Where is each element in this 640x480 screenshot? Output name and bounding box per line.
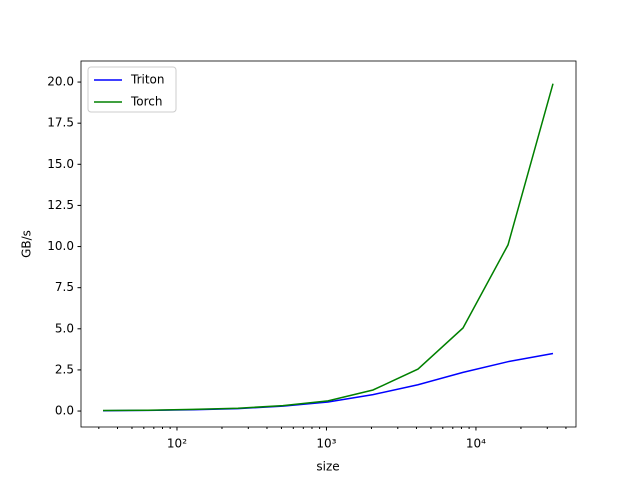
y-tick-label: 10.0 xyxy=(47,239,74,253)
legend-box xyxy=(87,66,177,113)
x-axis-label: size xyxy=(316,460,339,474)
y-tick-label: 5.0 xyxy=(55,321,74,335)
x-tick-label: 10² xyxy=(167,437,187,451)
y-tick-label: 2.5 xyxy=(55,362,74,376)
line xyxy=(103,83,554,412)
x-tick-label: 10⁴ xyxy=(466,437,486,451)
line xyxy=(103,352,554,412)
x-tick-label: 10³ xyxy=(316,437,336,451)
legend-label: Triton xyxy=(130,73,165,87)
y-tick-label: 0.0 xyxy=(55,404,74,418)
y-tick-label: 7.5 xyxy=(55,280,74,294)
y-tick-label: 12.5 xyxy=(47,198,74,212)
y-tick-label: 15.0 xyxy=(47,157,74,171)
legend-label: Torch xyxy=(130,95,163,109)
y-tick-label: 20.0 xyxy=(47,75,74,89)
plot-frame xyxy=(80,60,577,428)
y-tick-label: 17.5 xyxy=(47,116,74,130)
y-axis-label: GB/s xyxy=(20,230,34,258)
